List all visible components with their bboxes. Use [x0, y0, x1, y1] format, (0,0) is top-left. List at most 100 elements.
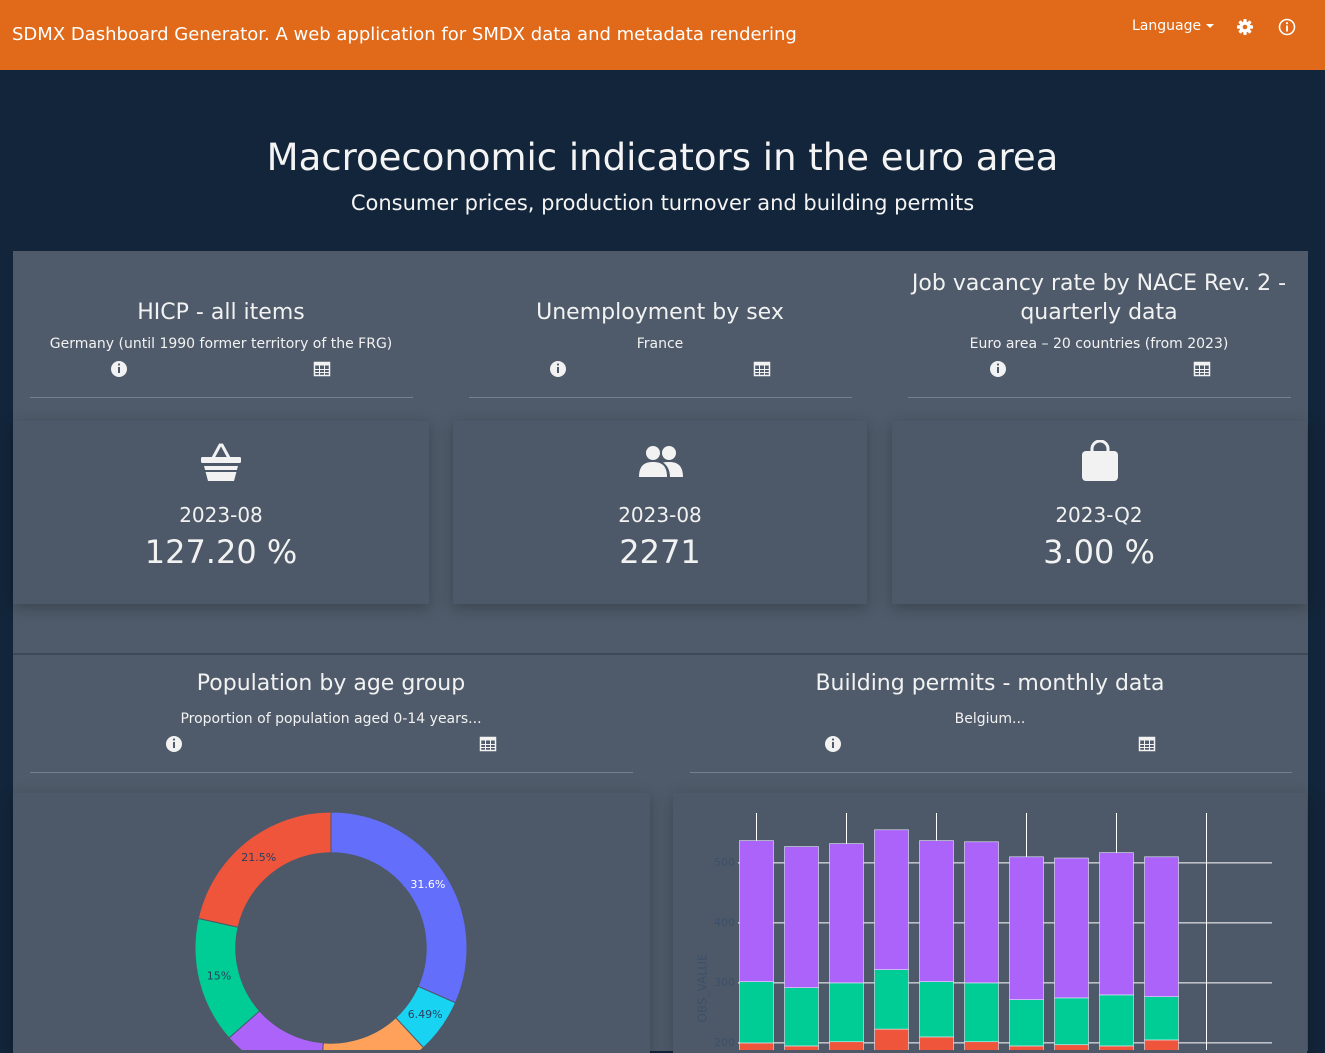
bar-segment: [919, 981, 954, 1038]
bar-segment: [874, 969, 909, 1030]
pie-slice: [330, 811, 468, 1004]
bar-segment: [739, 840, 774, 982]
bar-segment: [1009, 856, 1044, 1001]
indicator-period: 2023-Q2: [1055, 503, 1143, 527]
slice-label: 15%: [207, 970, 231, 983]
y-tick-label: 500: [714, 856, 735, 869]
bar-segment: [1009, 1045, 1044, 1050]
slice-label: 6.49%: [408, 1008, 443, 1021]
chart-subtitle: Belgium...: [954, 711, 1026, 727]
table-button[interactable]: [1138, 736, 1156, 752]
indicator-title: HICP - all items: [137, 300, 305, 325]
info-glyph[interactable]: [557, 367, 559, 373]
dashboard-title: Macroeconomic indicators in the euro are…: [266, 136, 1059, 179]
divider: [690, 772, 1292, 773]
chart-subtitle: Proportion of population aged 0-14 years…: [180, 711, 482, 727]
bag-icon: [1082, 440, 1118, 481]
table-button[interactable]: [479, 736, 497, 752]
indicator-value: 2271: [619, 533, 701, 571]
table-header[interactable]: [314, 362, 330, 366]
indicator-subtitle: France: [636, 336, 684, 352]
dashboard-subtitle: Consumer prices, production turnover and…: [350, 191, 975, 215]
bar-segment: [1009, 999, 1044, 1047]
info-glyph[interactable]: [173, 742, 175, 748]
bar-segment: [739, 1042, 774, 1050]
bar-segment: [784, 987, 819, 1047]
bar-segment: [964, 982, 999, 1043]
bar-segment: [874, 1028, 909, 1050]
y-tick-label: 200: [714, 1036, 735, 1049]
table-header[interactable]: [480, 737, 496, 741]
bar-segment: [1054, 997, 1089, 1046]
table-button[interactable]: [1193, 361, 1211, 377]
info-glyph[interactable]: [832, 742, 834, 748]
bar-segment: [784, 846, 819, 988]
y-axis-title: OBS_VALUE: [696, 953, 710, 1022]
bar-segment: [1144, 996, 1179, 1041]
indicator-card: [13, 421, 429, 604]
info-glyph[interactable]: [996, 363, 1000, 366]
indicator-value: 3.00 %: [1043, 533, 1155, 571]
bar-segment: [829, 843, 864, 984]
pie-slice: [322, 1017, 425, 1050]
app-title: SDMX Dashboard Generator. A web applicat…: [12, 24, 797, 45]
info-glyph[interactable]: [556, 363, 560, 366]
bar-segment: [784, 1045, 819, 1050]
indicator-value: 127.20 %: [144, 533, 298, 571]
table-header[interactable]: [1139, 737, 1155, 741]
table-button[interactable]: [313, 361, 331, 377]
indicator-period: 2023-08: [618, 503, 702, 527]
slice-label: 21.5%: [241, 851, 276, 864]
indicator-period: 2023-08: [179, 503, 263, 527]
info-button[interactable]: [550, 361, 566, 377]
bar-segment: [919, 1036, 954, 1050]
info-button[interactable]: [166, 736, 182, 752]
app-header: [0, 0, 1325, 70]
table-header[interactable]: [754, 362, 770, 366]
indicator-title: Unemployment by sex: [536, 300, 784, 325]
bar-segment: [1099, 994, 1134, 1047]
bar-segment: [1144, 1039, 1179, 1050]
settings-icon[interactable]: [1236, 18, 1254, 36]
bar-segment: [829, 1041, 864, 1050]
bar-segment: [964, 841, 999, 984]
about-icon[interactable]: [1278, 18, 1296, 36]
slice-label: 31.6%: [410, 878, 445, 891]
chart-title: Population by age group: [196, 671, 466, 696]
bar-segment: [829, 982, 864, 1043]
info-glyph[interactable]: [172, 738, 176, 741]
info-button[interactable]: [825, 736, 841, 752]
pie-slice: [197, 811, 332, 928]
divider: [30, 397, 413, 398]
divider: [469, 397, 852, 398]
y-tick-label: 400: [714, 916, 735, 929]
basket-icon: [201, 443, 241, 481]
divider: [30, 772, 633, 773]
info-glyph[interactable]: [997, 367, 999, 373]
indicator-card: [453, 421, 867, 604]
language-menu[interactable]: Language: [1132, 18, 1214, 34]
info-glyph[interactable]: [117, 363, 121, 366]
divider: [908, 397, 1291, 398]
info-glyph[interactable]: [831, 738, 835, 741]
info-glyph[interactable]: [118, 367, 120, 373]
bar-segment: [739, 981, 774, 1044]
bar-segment: [964, 1041, 999, 1050]
chart-title: Building permits - monthly data: [815, 671, 1165, 696]
bar-segment: [1099, 1045, 1134, 1050]
indicator-subtitle: Germany (until 1990 former territory of …: [49, 336, 393, 352]
bar-segment: [919, 840, 954, 982]
y-tick-label: 300: [714, 976, 735, 989]
indicator-title: Job vacancy rate by NACE Rev. 2 - quarte…: [911, 271, 1287, 325]
info-button[interactable]: [111, 361, 127, 377]
bar-segment: [1054, 1044, 1089, 1050]
indicator-subtitle: Euro area – 20 countries (from 2023): [969, 336, 1229, 352]
people-icon: [639, 446, 683, 477]
table-button[interactable]: [753, 361, 771, 377]
info-button[interactable]: [990, 361, 1006, 377]
bar-segment: [1054, 857, 1089, 999]
table-header[interactable]: [1194, 362, 1210, 366]
